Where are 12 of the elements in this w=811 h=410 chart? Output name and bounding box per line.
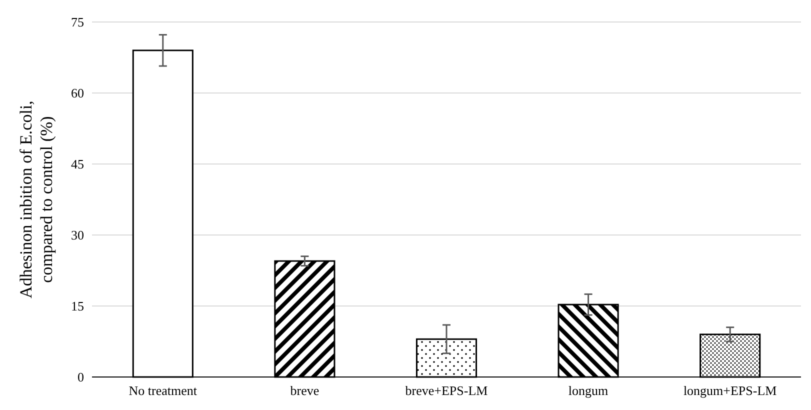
y-tick-label: 30 — [71, 228, 84, 243]
x-tick-label: longum — [568, 383, 608, 398]
x-tick-label: breve+EPS-LM — [405, 383, 488, 398]
x-tick-label: longum+EPS-LM — [683, 383, 778, 398]
y-tick-label: 45 — [71, 156, 84, 172]
y-tick-label: 75 — [71, 14, 84, 30]
y-axis-title: Adhesinon inbition of E.coli, compared to control (%) — [16, 100, 56, 298]
x-tick-label: breve — [290, 383, 320, 398]
y-tick-label: 15 — [71, 298, 84, 314]
x-tick-label: No treatment — [128, 383, 198, 398]
y-tick-label: 0 — [78, 370, 84, 385]
y-tick-label: 60 — [71, 86, 84, 101]
